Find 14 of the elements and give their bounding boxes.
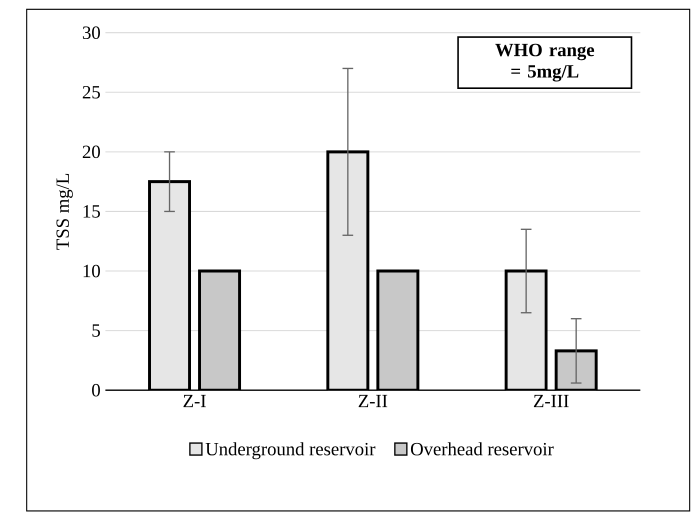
y-tick-label: 30 (82, 26, 100, 39)
legend-label: Underground reservoir (206, 442, 376, 460)
x-tick-label: Z-I (184, 394, 206, 408)
legend-label: Overhead reservoir (410, 442, 554, 456)
y-tick-label: 10 (84, 264, 100, 278)
x-tick-label: Z-II (358, 394, 388, 408)
y-tick-label: 20 (82, 145, 100, 158)
y-tick-label: 25 (82, 86, 100, 98)
y-tick-label: 15 (84, 205, 100, 218)
y-tick-label: 0 (92, 384, 100, 396)
y-axis-title: TSS mg/L (56, 174, 73, 250)
y-tick-label: 5 (92, 324, 100, 337)
x-tick-label: Z-III (534, 394, 569, 408)
annotation: WHO range = 5mg/L (495, 44, 594, 82)
